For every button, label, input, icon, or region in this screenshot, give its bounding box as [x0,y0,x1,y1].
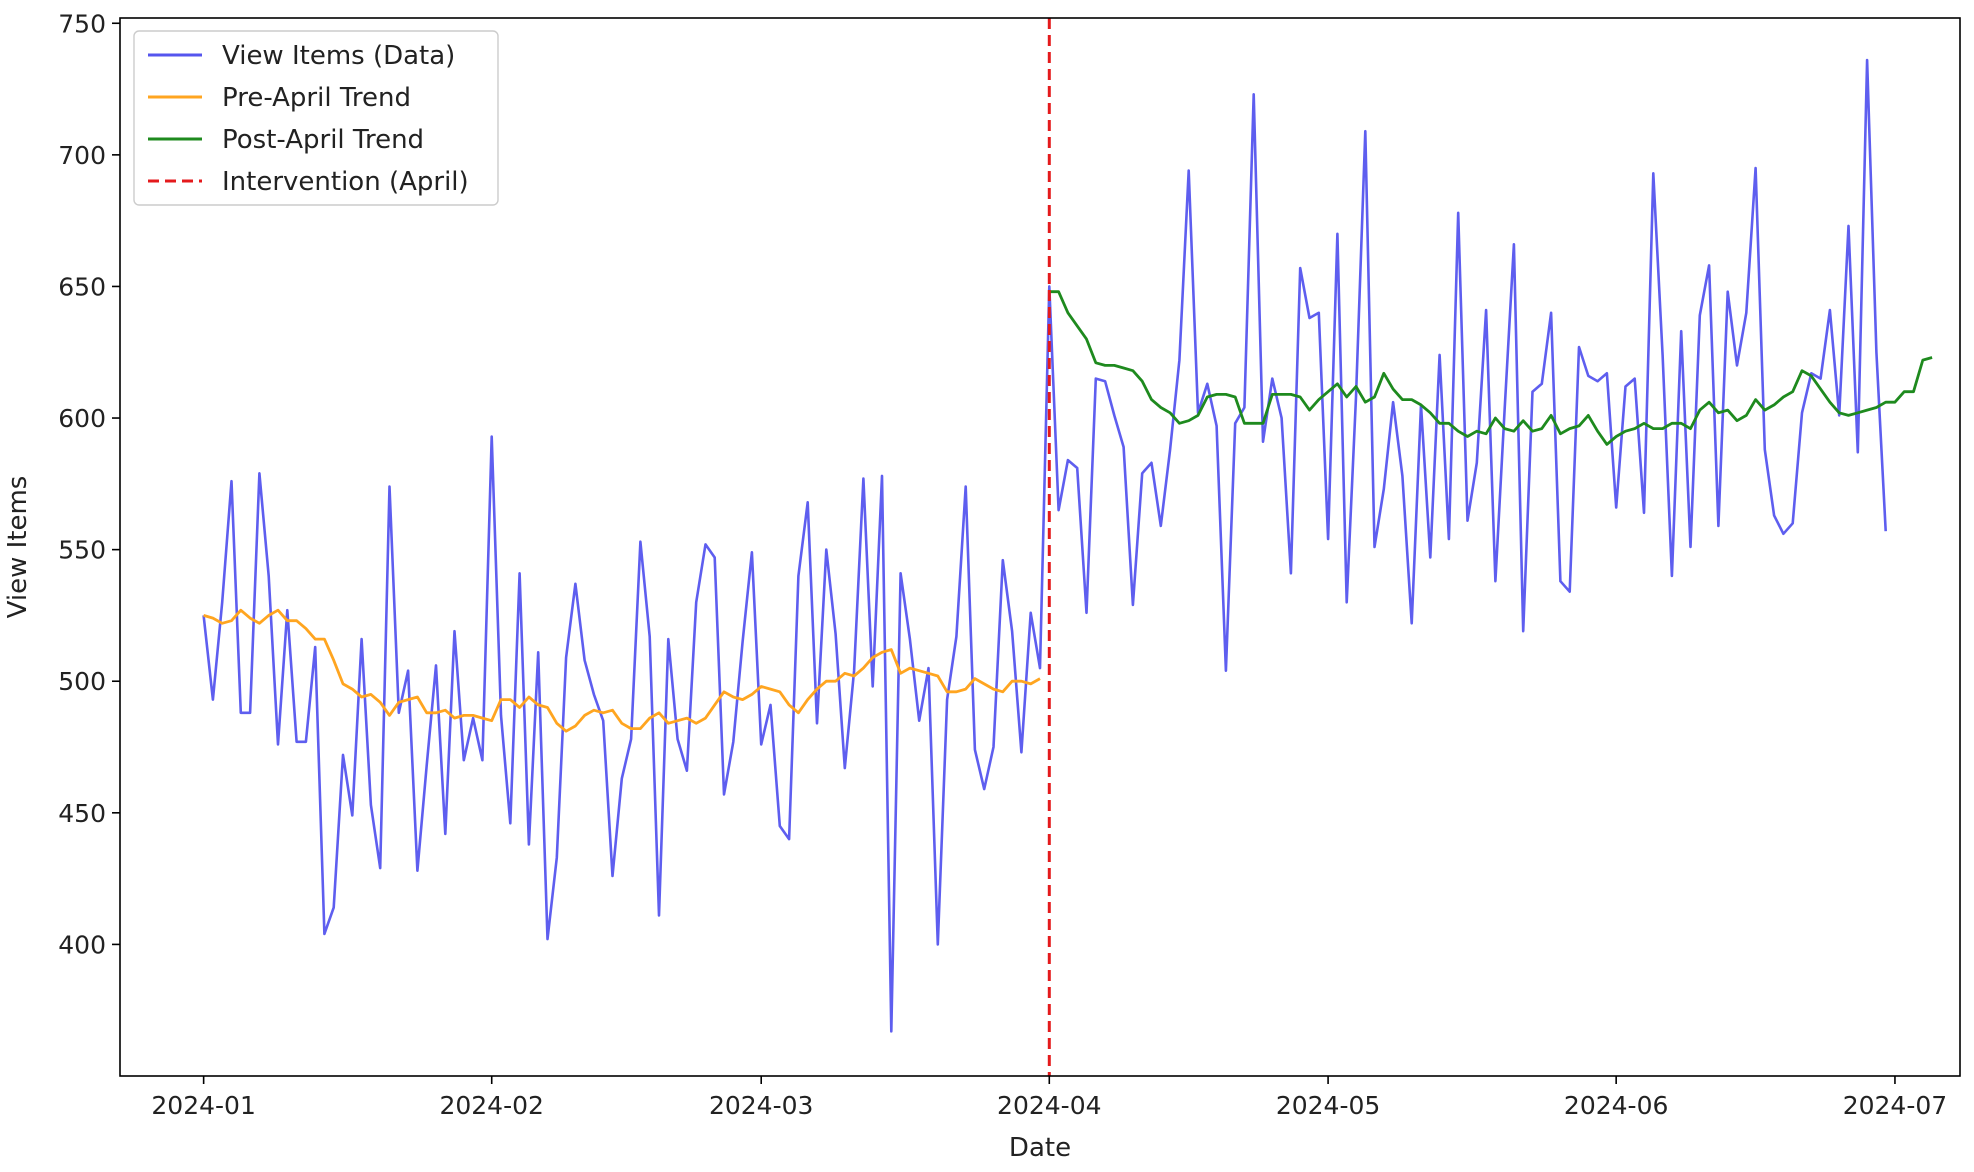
y-tick-label: 700 [58,141,106,170]
plot-frame [119,17,1961,1077]
legend-label: Post-April Trend [222,125,424,155]
legend-label: Pre-April Trend [222,83,411,113]
y-axis-label: View Items [3,476,33,619]
y-tick-label: 750 [58,9,106,38]
y-tick-label: 450 [58,799,106,828]
legend-box [133,30,499,206]
x-tick-label: 2024-07 [1843,1091,1947,1120]
y-tick-label: 400 [58,930,106,959]
y-tick-label: 650 [58,272,106,301]
y-tick-label: 550 [58,536,106,565]
legend-label: Intervention (April) [222,167,469,197]
series-line-1 [202,58,1887,1033]
legend-label: View Items (Data) [222,41,455,71]
x-tick-label: 2024-03 [709,1091,813,1120]
series-line-3 [1049,290,1933,446]
legend: View Items (Data) Pre-April Trend Post-Apr… [133,30,499,206]
y-axis: 400 450 500 550 600 650 700 750 [58,9,120,959]
x-tick-label: 2024-01 [151,1091,255,1120]
series-line-2 [203,608,1041,733]
y-tick-label: 500 [58,667,106,696]
x-tick-label: 2024-06 [1564,1091,1668,1120]
x-tick-label: 2024-05 [1276,1091,1380,1120]
x-tick-label: 2024-02 [439,1091,543,1120]
x-axis-label: Date [1009,1133,1071,1163]
x-axis: 2024-01 2024-02 2024-03 2024-04 2024-05 2024-… [151,1076,1947,1120]
x-tick-label: 2024-04 [997,1091,1101,1120]
y-tick-label: 600 [58,404,106,433]
plot-lines [202,18,1933,1076]
